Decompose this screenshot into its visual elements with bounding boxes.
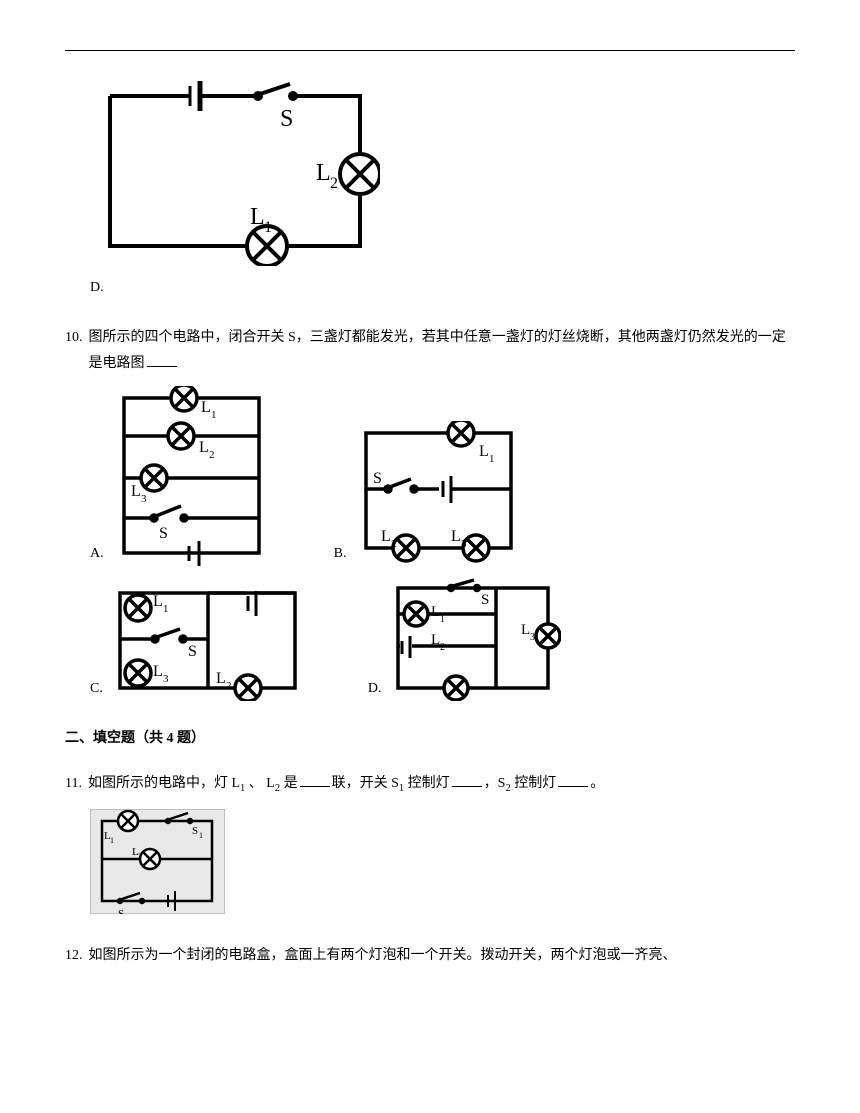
q12-number: 12. — [65, 943, 83, 968]
section-2-header: 二、填空题（共 4 题） — [65, 726, 795, 751]
switch-label: S — [280, 106, 293, 132]
option-d-label: D. — [90, 275, 104, 300]
q10-options-row1: A. L1 L2 L3 S B. — [90, 386, 795, 566]
q10-number: 10. — [65, 325, 83, 350]
svg-text:L: L — [381, 528, 391, 545]
svg-text:1: 1 — [199, 831, 203, 840]
svg-text:S: S — [373, 470, 382, 487]
svg-text:L: L — [521, 622, 530, 638]
svg-text:2: 2 — [440, 642, 445, 653]
q11-number: 11. — [65, 771, 82, 796]
svg-text:L: L — [199, 439, 209, 456]
page-divider — [65, 50, 795, 51]
svg-text:2: 2 — [330, 175, 338, 192]
svg-text:L: L — [479, 443, 489, 460]
q10-options-row2: C. L1 S L3 L2 D. — [90, 576, 795, 701]
svg-text:L: L — [131, 483, 141, 500]
svg-text:S: S — [192, 825, 198, 837]
svg-text:2: 2 — [138, 852, 142, 861]
svg-text:S: S — [481, 592, 489, 608]
svg-text:L: L — [153, 593, 163, 610]
svg-text:2: 2 — [226, 680, 232, 692]
svg-text:L: L — [250, 204, 265, 230]
svg-text:3: 3 — [141, 493, 147, 505]
svg-text:2: 2 — [209, 449, 215, 461]
q12-text: 如图所示为一个封闭的电路盒，盒面上有两个灯泡和一个开关。拨动开关，两个灯泡或一齐… — [89, 943, 796, 968]
q10-option-a: A. L1 L2 L3 S — [90, 386, 274, 566]
svg-text:1: 1 — [440, 614, 445, 625]
svg-text:L: L — [431, 604, 440, 620]
svg-text:1: 1 — [264, 219, 272, 236]
svg-text:L: L — [201, 399, 211, 416]
svg-text:3: 3 — [461, 538, 467, 550]
svg-text:L: L — [451, 528, 461, 545]
svg-text:S: S — [159, 525, 168, 542]
q10-option-b: B. L1 S L2 L3 — [334, 421, 527, 566]
svg-text:L: L — [216, 670, 226, 687]
svg-text:3: 3 — [530, 632, 535, 643]
svg-text:S: S — [188, 643, 197, 660]
question-12: 12. 如图所示为一个封闭的电路盒，盒面上有两个灯泡和一个开关。拨动开关，两个灯… — [65, 943, 795, 968]
q11-text: 如图所示的电路中，灯 L1 、 L2 是联，开关 S1 控制灯，S2 控制灯。 — [88, 771, 795, 799]
svg-text:1: 1 — [211, 409, 217, 421]
q10-option-d: D. S L1 L3 L2 — [368, 576, 562, 701]
svg-text:1: 1 — [163, 603, 169, 615]
svg-text:1: 1 — [489, 453, 495, 465]
circuit-option-d-top: S L 2 L 1 D. — [90, 76, 380, 300]
svg-text:1: 1 — [110, 836, 114, 845]
svg-text:L: L — [431, 632, 440, 648]
svg-text:3: 3 — [163, 673, 169, 685]
q10-text: 图所示的四个电路中，闭合开关 S，三盏灯都能发光，若其中任意一盏灯的灯丝烧断，其… — [89, 325, 796, 375]
question-11: 11. 如图所示的电路中，灯 L1 、 L2 是联，开关 S1 控制灯，S2 控… — [65, 771, 795, 923]
question-10: 10. 图所示的四个电路中，闭合开关 S，三盏灯都能发光，若其中任意一盏灯的灯丝… — [65, 325, 795, 700]
q11-circuit: L1 S1 L2 S2 — [90, 809, 795, 923]
svg-text:S: S — [118, 908, 124, 914]
svg-text:2: 2 — [391, 538, 397, 550]
svg-text:L: L — [153, 663, 163, 680]
svg-text:L: L — [316, 160, 331, 186]
q10-option-c: C. L1 S L3 L2 — [90, 581, 308, 701]
